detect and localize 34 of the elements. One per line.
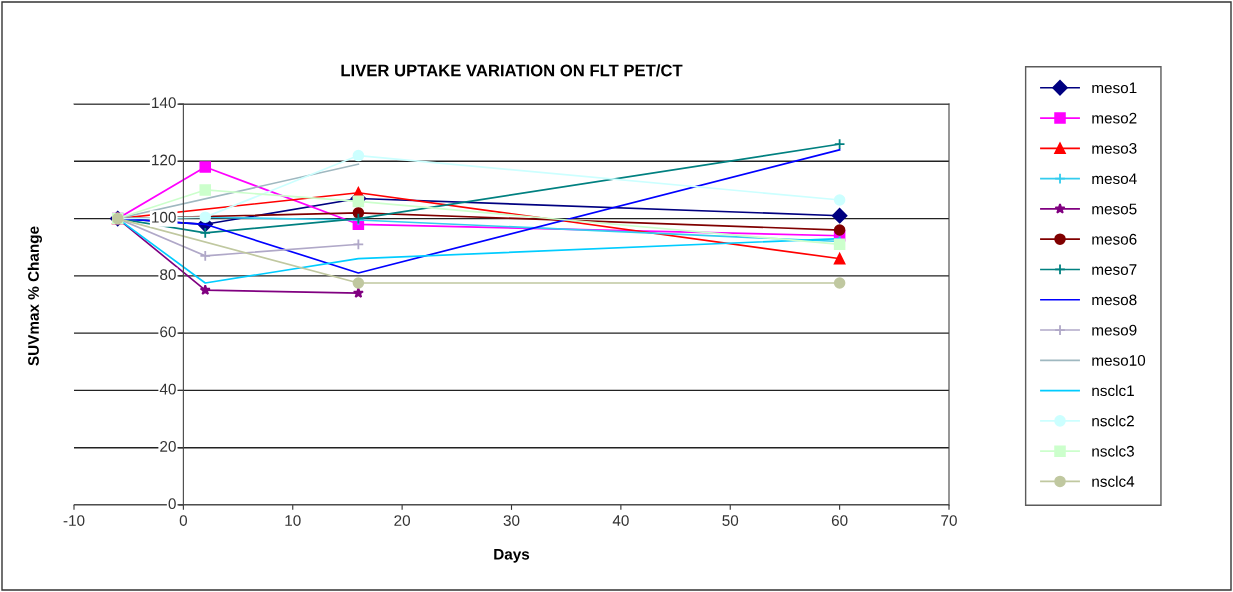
legend-label: nsclc1 (1092, 384, 1134, 397)
y-tick-label: 140 (152, 97, 176, 109)
y-tick-label: 40 (159, 383, 176, 395)
legend-label: nsclc2 (1092, 415, 1134, 427)
legend-label: meso3 (1092, 143, 1137, 154)
x-tick-label: 50 (722, 515, 739, 526)
x-tick-label: -10 (63, 515, 85, 526)
x-tick-label: 60 (831, 515, 848, 526)
legend-label: meso10 (1092, 354, 1146, 366)
x-tick-label: 20 (394, 515, 411, 526)
x-tick-label: 0 (179, 515, 188, 526)
legend-label: meso7 (1092, 264, 1137, 275)
y-tick-label: 120 (152, 154, 176, 166)
legend-label: nsclc3 (1092, 445, 1134, 457)
y-tick-label: 100 (152, 211, 176, 223)
legend-label: meso5 (1092, 203, 1137, 215)
legend-label: meso4 (1092, 173, 1137, 185)
y-axis-title: SUVmax % Change (27, 226, 42, 366)
legend-label: meso8 (1092, 294, 1137, 306)
y-tick-label: 20 (160, 441, 176, 452)
chart-title: LIVER UPTAKE VARIATION ON FLT PET/CT (341, 64, 683, 77)
x-tick-label: 30 (503, 515, 520, 526)
legend-label: meso6 (1092, 233, 1137, 245)
legend-label: meso9 (1092, 324, 1137, 336)
legend-label: meso1 (1092, 82, 1137, 94)
x-axis-title: Days (494, 548, 530, 563)
x-tick-label: 70 (941, 515, 957, 526)
legend-label: meso2 (1092, 112, 1137, 124)
x-tick-label: 40 (612, 515, 629, 526)
y-tick-label: 60 (160, 326, 176, 338)
y-tick-label: 80 (160, 269, 176, 280)
y-tick-label: 0 (168, 498, 176, 510)
legend-label: nsclc4 (1092, 475, 1135, 487)
x-tick-label: 10 (285, 515, 301, 526)
